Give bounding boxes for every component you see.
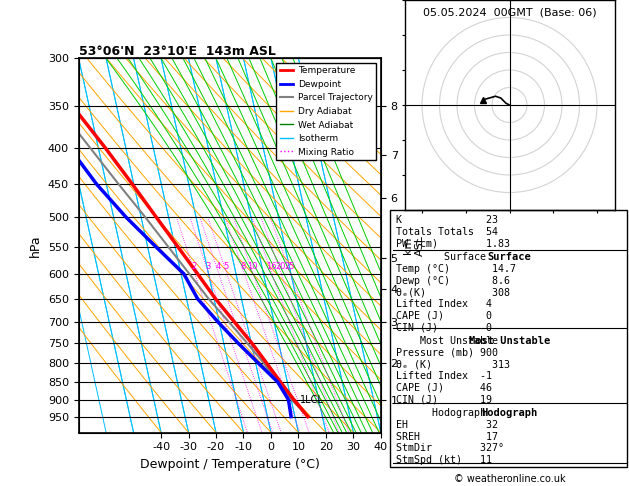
Text: 1LCL: 1LCL bbox=[300, 395, 324, 405]
Text: 16: 16 bbox=[265, 262, 276, 271]
Text: StmDir        327°: StmDir 327° bbox=[396, 443, 504, 453]
Text: CIN (J)        0: CIN (J) 0 bbox=[396, 322, 493, 332]
Text: Hodograph: Hodograph bbox=[396, 408, 486, 418]
Text: Most Unstable: Most Unstable bbox=[396, 336, 498, 346]
Text: θₑ(K)           308: θₑ(K) 308 bbox=[396, 287, 510, 297]
Text: Pressure (mb) 900: Pressure (mb) 900 bbox=[396, 348, 498, 358]
Text: 10: 10 bbox=[247, 262, 257, 271]
Text: StmSpd (kt)   11: StmSpd (kt) 11 bbox=[396, 455, 493, 465]
Text: Most Unstable: Most Unstable bbox=[469, 336, 550, 346]
Text: Lifted Index   4: Lifted Index 4 bbox=[396, 299, 493, 309]
Text: PW (cm)        1.83: PW (cm) 1.83 bbox=[396, 238, 510, 248]
Text: θₑ (K)          313: θₑ (K) 313 bbox=[396, 360, 510, 369]
Text: K              23: K 23 bbox=[396, 215, 498, 225]
Y-axis label: km
ASL: km ASL bbox=[403, 235, 425, 256]
Text: SREH           17: SREH 17 bbox=[396, 432, 498, 442]
Legend: Temperature, Dewpoint, Parcel Trajectory, Dry Adiabat, Wet Adiabat, Isotherm, Mi: Temperature, Dewpoint, Parcel Trajectory… bbox=[276, 63, 376, 160]
Text: Lifted Index  -1: Lifted Index -1 bbox=[396, 371, 493, 381]
Text: 8: 8 bbox=[241, 262, 246, 271]
Text: 20: 20 bbox=[275, 262, 286, 271]
Text: 3: 3 bbox=[205, 262, 211, 271]
Text: 53°06'N  23°10'E  143m ASL: 53°06'N 23°10'E 143m ASL bbox=[79, 45, 276, 58]
Text: Surface: Surface bbox=[396, 252, 486, 262]
Text: CIN (J)       19: CIN (J) 19 bbox=[396, 395, 493, 404]
Y-axis label: hPa: hPa bbox=[29, 234, 42, 257]
Text: Temp (°C)       14.7: Temp (°C) 14.7 bbox=[396, 264, 516, 274]
Text: Surface: Surface bbox=[487, 252, 532, 262]
Text: 05.05.2024  00GMT  (Base: 06): 05.05.2024 00GMT (Base: 06) bbox=[423, 7, 596, 17]
Text: CAPE (J)       0: CAPE (J) 0 bbox=[396, 311, 493, 320]
Text: EH             32: EH 32 bbox=[396, 420, 498, 430]
Text: 4: 4 bbox=[215, 262, 221, 271]
X-axis label: Dewpoint / Temperature (°C): Dewpoint / Temperature (°C) bbox=[140, 458, 320, 471]
Text: Totals Totals  54: Totals Totals 54 bbox=[396, 226, 498, 237]
Text: 2: 2 bbox=[191, 262, 197, 271]
Text: © weatheronline.co.uk: © weatheronline.co.uk bbox=[454, 473, 565, 484]
Text: Dewp (°C)       8.6: Dewp (°C) 8.6 bbox=[396, 276, 510, 285]
Text: 25: 25 bbox=[284, 262, 295, 271]
Text: 5: 5 bbox=[223, 262, 228, 271]
Text: Hodograph: Hodograph bbox=[481, 408, 538, 418]
Text: CAPE (J)      46: CAPE (J) 46 bbox=[396, 383, 493, 393]
